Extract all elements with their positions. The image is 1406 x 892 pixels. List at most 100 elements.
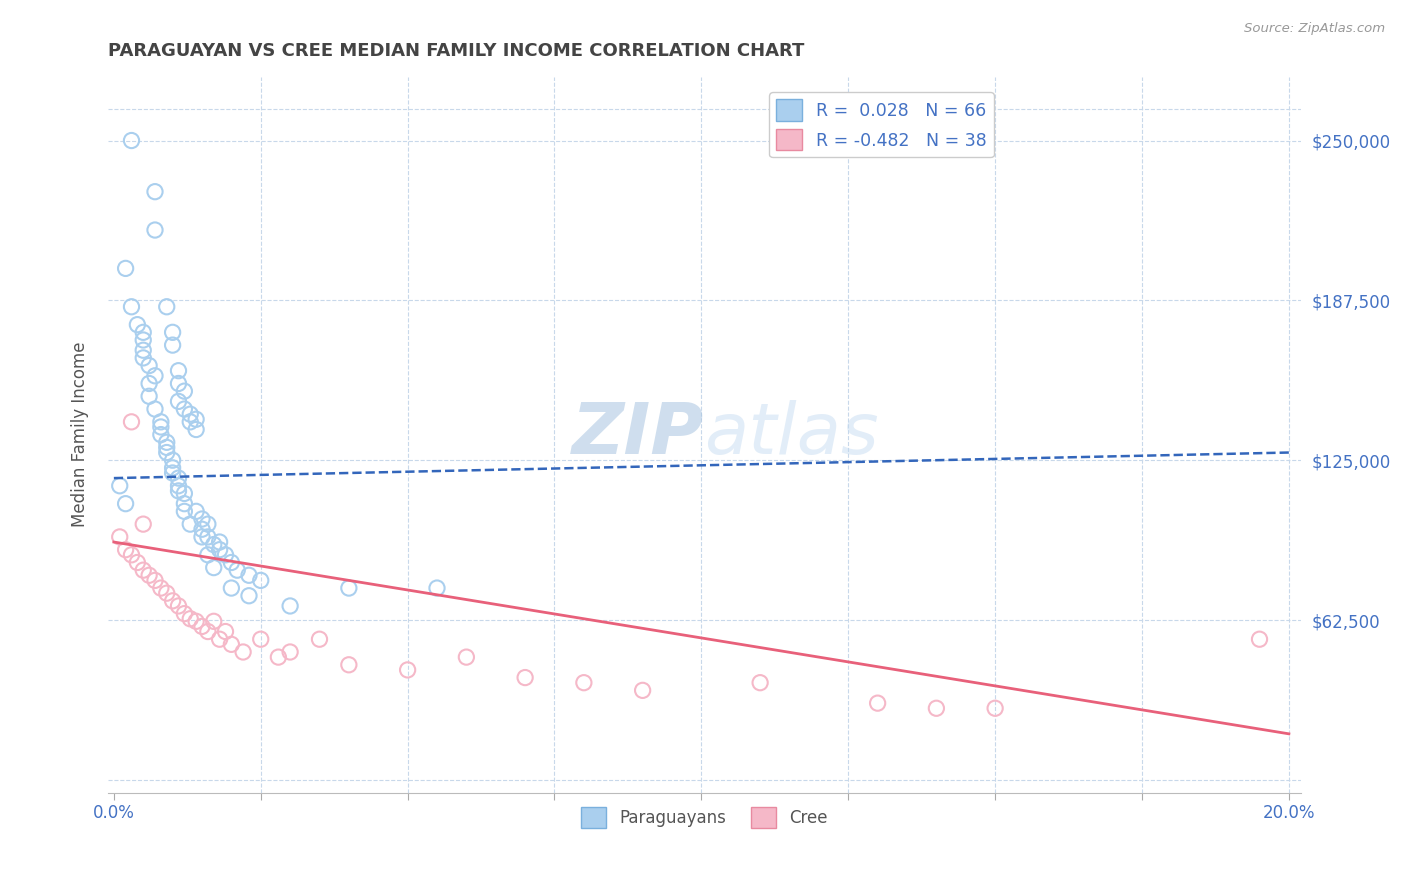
Point <box>749 675 772 690</box>
Point <box>278 599 301 613</box>
Point <box>232 645 254 659</box>
Y-axis label: Median Family Income: Median Family Income <box>72 342 89 527</box>
Point <box>173 497 195 511</box>
Point <box>267 650 290 665</box>
Point <box>1249 632 1271 647</box>
Point <box>108 530 131 544</box>
Point <box>173 402 195 417</box>
Point <box>337 657 360 672</box>
Point <box>149 581 172 595</box>
Point <box>238 568 260 582</box>
Point <box>197 548 219 562</box>
Point <box>121 415 143 429</box>
Point <box>143 185 166 199</box>
Point <box>121 548 143 562</box>
Point <box>138 359 160 373</box>
Point <box>156 435 179 450</box>
Point <box>132 326 155 340</box>
Text: atlas: atlas <box>704 401 879 469</box>
Point <box>167 394 190 409</box>
Point <box>132 333 155 347</box>
Point <box>167 376 190 391</box>
Point <box>162 326 184 340</box>
Point <box>143 223 166 237</box>
Point <box>337 581 360 595</box>
Point <box>202 538 225 552</box>
Point <box>167 479 190 493</box>
Point <box>197 517 219 532</box>
Point <box>179 407 201 421</box>
Point <box>308 632 330 647</box>
Point <box>179 517 201 532</box>
Point <box>127 556 149 570</box>
Point <box>572 675 595 690</box>
Point <box>191 619 214 633</box>
Point <box>249 632 271 647</box>
Point <box>191 512 214 526</box>
Point <box>184 412 207 426</box>
Point <box>121 300 143 314</box>
Point <box>167 599 190 613</box>
Point <box>138 568 160 582</box>
Point <box>143 574 166 588</box>
Point <box>191 530 214 544</box>
Point <box>156 441 179 455</box>
Point <box>221 581 243 595</box>
Point <box>214 624 236 639</box>
Point <box>208 542 231 557</box>
Point <box>214 548 236 562</box>
Point <box>208 535 231 549</box>
Point <box>149 427 172 442</box>
Point <box>143 402 166 417</box>
Point <box>426 581 449 595</box>
Point <box>173 607 195 621</box>
Point <box>121 134 143 148</box>
Point <box>925 701 948 715</box>
Point <box>143 368 166 383</box>
Point <box>173 486 195 500</box>
Point <box>138 389 160 403</box>
Text: ZIP: ZIP <box>572 401 704 469</box>
Point <box>156 300 179 314</box>
Point <box>162 466 184 480</box>
Point <box>221 637 243 651</box>
Point <box>984 701 1007 715</box>
Point <box>156 445 179 459</box>
Point <box>149 420 172 434</box>
Point <box>162 453 184 467</box>
Point <box>114 542 136 557</box>
Legend: Paraguayans, Cree: Paraguayans, Cree <box>574 801 835 834</box>
Point <box>173 384 195 399</box>
Point <box>249 574 271 588</box>
Point <box>127 318 149 332</box>
Point <box>132 517 155 532</box>
Point <box>513 671 536 685</box>
Point <box>149 415 172 429</box>
Point <box>167 483 190 498</box>
Point <box>631 683 654 698</box>
Point <box>184 504 207 518</box>
Point <box>221 556 243 570</box>
Point <box>278 645 301 659</box>
Point <box>866 696 889 710</box>
Point <box>114 497 136 511</box>
Point <box>162 338 184 352</box>
Point <box>138 376 160 391</box>
Point <box>191 522 214 536</box>
Point <box>226 563 249 577</box>
Point <box>108 479 131 493</box>
Point <box>132 343 155 358</box>
Point <box>173 504 195 518</box>
Point <box>162 594 184 608</box>
Point <box>167 471 190 485</box>
Point <box>132 563 155 577</box>
Point <box>197 530 219 544</box>
Point <box>396 663 419 677</box>
Point <box>114 261 136 276</box>
Point <box>179 612 201 626</box>
Point <box>202 560 225 574</box>
Point <box>238 589 260 603</box>
Point <box>162 461 184 475</box>
Point <box>156 586 179 600</box>
Point <box>208 632 231 647</box>
